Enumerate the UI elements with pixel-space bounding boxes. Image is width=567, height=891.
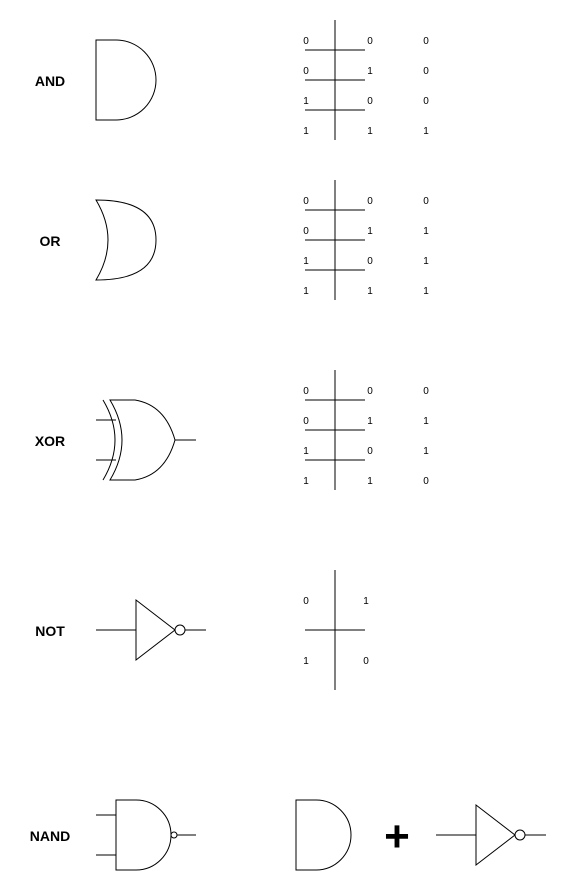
xor-tt-r1-out: 1 <box>423 416 429 427</box>
or-tt-r2-out: 1 <box>423 256 429 267</box>
and-label: AND <box>35 73 65 89</box>
not-eq-bubble <box>514 829 526 841</box>
or-tt-r2-a: 1 <box>303 256 309 267</box>
and-gate-row: AND 0 0 0 0 1 0 1 0 0 1 1 1 <box>35 20 429 140</box>
and-tt-r1-b: 1 <box>367 66 373 77</box>
and-tt-r0-a: 0 <box>303 36 309 47</box>
or-tt-r3-b: 1 <box>367 286 373 297</box>
not-tt-r0-in: 0 <box>303 596 309 607</box>
xor-tt-r0-out: 0 <box>423 386 429 397</box>
nand-body <box>115 799 172 871</box>
xor-tt-r3-out: 0 <box>423 476 429 487</box>
and-tt-r3-b: 1 <box>367 126 373 137</box>
xor-extra-curve <box>102 399 116 481</box>
or-tt-r3-a: 1 <box>303 286 309 297</box>
not-gate-icon <box>96 598 206 662</box>
nand-gate-row: NAND + <box>30 799 546 871</box>
or-tt-r3-out: 1 <box>423 286 429 297</box>
and-tt-r3-out: 1 <box>423 126 429 137</box>
xor-truth-table: 0 0 0 0 1 1 1 0 1 1 1 0 <box>303 370 429 490</box>
or-gate-row: OR 0 0 0 0 1 1 1 0 1 1 1 1 <box>40 180 429 300</box>
xor-tt-r3-a: 1 <box>303 476 309 487</box>
xor-tt-r0-a: 0 <box>303 386 309 397</box>
and-gate-icon-equation <box>295 799 352 871</box>
not-tt-r1-in: 1 <box>303 656 309 667</box>
not-tt-r1-out: 0 <box>363 656 369 667</box>
not-label: NOT <box>35 623 65 639</box>
xor-tt-r3-b: 1 <box>367 476 373 487</box>
or-truth-table: 0 0 0 0 1 1 1 0 1 1 1 1 <box>303 180 429 300</box>
or-tt-r0-b: 0 <box>367 196 373 207</box>
nand-equation: + <box>295 799 546 871</box>
and-tt-r2-b: 0 <box>367 96 373 107</box>
or-tt-r1-b: 1 <box>367 226 373 237</box>
xor-tt-r2-b: 0 <box>367 446 373 457</box>
and-tt-r3-a: 1 <box>303 126 309 137</box>
and-truth-table: 0 0 0 0 1 0 1 0 0 1 1 1 <box>303 20 429 140</box>
not-tt-r0-out: 1 <box>363 596 369 607</box>
plus-sign: + <box>384 812 410 861</box>
xor-gate-icon <box>96 399 196 481</box>
or-label: OR <box>40 233 61 249</box>
nand-label: NAND <box>30 828 70 844</box>
not-truth-table: 0 1 1 0 <box>303 570 369 690</box>
xor-label: XOR <box>35 433 65 449</box>
nand-bubble <box>170 831 178 839</box>
not-bubble <box>174 624 186 636</box>
or-tt-r1-a: 0 <box>303 226 309 237</box>
and-gate-icon <box>95 39 157 121</box>
and-tt-r0-b: 0 <box>367 36 373 47</box>
xor-gate-row: XOR 0 0 0 0 1 1 1 0 1 1 1 0 <box>35 370 429 490</box>
and-tt-r2-out: 0 <box>423 96 429 107</box>
or-tt-r0-out: 0 <box>423 196 429 207</box>
and-tt-r1-out: 0 <box>423 66 429 77</box>
not-eq-triangle <box>475 803 516 867</box>
xor-tt-r2-a: 1 <box>303 446 309 457</box>
and-tt-r2-a: 1 <box>303 96 309 107</box>
or-gate-icon <box>95 199 157 281</box>
xor-tt-r0-b: 0 <box>367 386 373 397</box>
nand-gate-icon <box>96 799 196 871</box>
or-tt-r2-b: 0 <box>367 256 373 267</box>
not-gate-row: NOT 0 1 1 0 <box>35 570 369 690</box>
and-tt-r0-out: 0 <box>423 36 429 47</box>
or-tt-r0-a: 0 <box>303 196 309 207</box>
not-triangle <box>135 598 176 662</box>
xor-tt-r1-a: 0 <box>303 416 309 427</box>
or-tt-r1-out: 1 <box>423 226 429 237</box>
xor-tt-r2-out: 1 <box>423 446 429 457</box>
and-tt-r1-a: 0 <box>303 66 309 77</box>
xor-tt-r1-b: 1 <box>367 416 373 427</box>
not-gate-icon-equation <box>436 803 546 867</box>
xor-body <box>109 399 176 481</box>
